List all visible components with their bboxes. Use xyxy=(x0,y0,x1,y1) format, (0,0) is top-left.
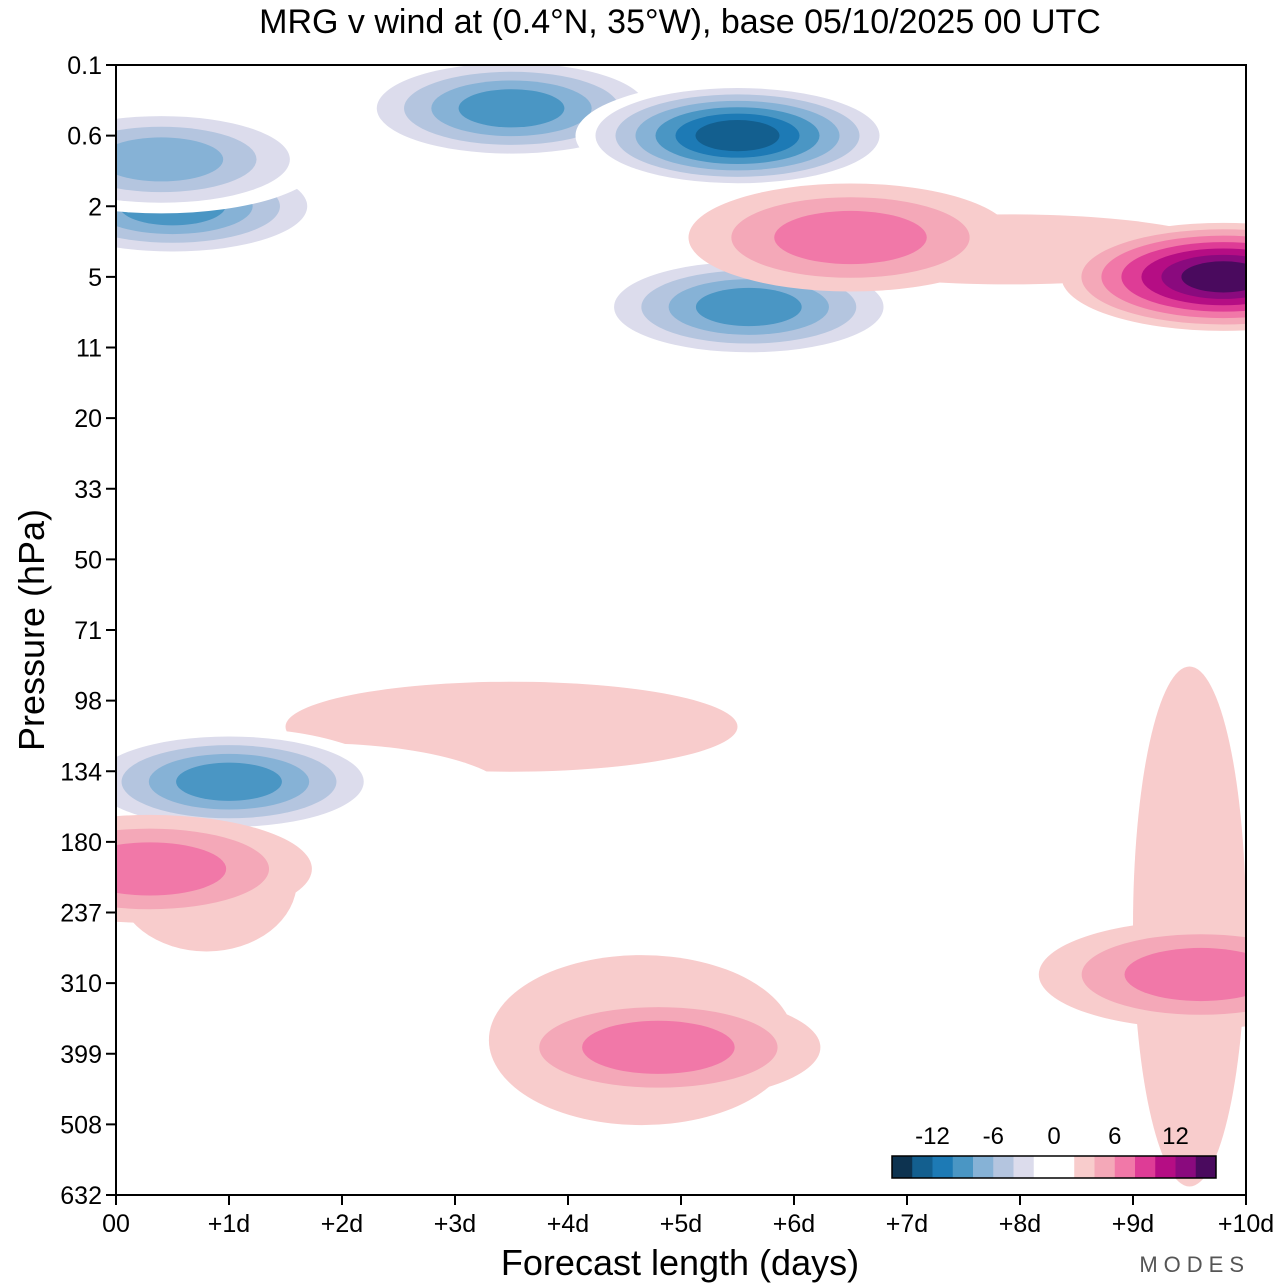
colorbar-label: 12 xyxy=(1162,1123,1189,1150)
colorbar-label: -6 xyxy=(983,1123,1004,1150)
colorbar-swatch xyxy=(1054,1156,1075,1178)
y-tick-label: 310 xyxy=(60,970,102,998)
x-tick-label: +10d xyxy=(1218,1210,1274,1238)
colorbar-swatch xyxy=(932,1156,954,1178)
colorbar-swatch xyxy=(973,1156,994,1178)
colorbar-swatch xyxy=(1155,1156,1176,1178)
y-tick-label: 134 xyxy=(60,758,102,786)
contour-max-9-level-2 xyxy=(582,1020,735,1074)
x-tick-label: +6d xyxy=(773,1210,815,1238)
y-tick-label: 33 xyxy=(74,476,102,504)
contour-max-10-level-2 xyxy=(1124,947,1246,1002)
colorbar-swatch xyxy=(912,1156,933,1178)
y-axis-label: Pressure (hPa) xyxy=(11,509,52,751)
contour-band-3 xyxy=(149,345,625,406)
colorbar: -12 -6 0 6 12 xyxy=(891,1123,1217,1179)
colorbar-swatch xyxy=(952,1156,974,1178)
colorbar-swatch xyxy=(1094,1156,1116,1178)
y-tick-label: 632 xyxy=(60,1182,102,1210)
colorbar-swatch xyxy=(1135,1156,1156,1178)
colorbar-frame xyxy=(891,1155,1217,1179)
x-tick-label: +2d xyxy=(321,1210,363,1238)
y-tick-label: 5 xyxy=(88,264,102,292)
y-tick-label: 20 xyxy=(74,405,102,433)
x-tick-label: +4d xyxy=(547,1210,589,1238)
colorbar-swatch xyxy=(1033,1156,1055,1178)
colorbar-swatch xyxy=(1195,1156,1217,1178)
x-tick-label: +1d xyxy=(208,1210,250,1238)
x-tick-label: 00 xyxy=(102,1210,130,1238)
chart-title: MRG v wind at (0.4°N, 35°W), base 05/10/… xyxy=(259,3,1101,41)
contour-band-6 xyxy=(748,825,1077,1106)
colorbar-swatch xyxy=(1114,1156,1136,1178)
contour-min-7-level-4 xyxy=(176,762,282,801)
colorbar-swatch xyxy=(1074,1156,1095,1178)
x-tick-label: +3d xyxy=(434,1210,476,1238)
colorbar-label: -12 xyxy=(915,1123,950,1150)
contour-min-3-level-6 xyxy=(695,120,780,152)
y-tick-label: 11 xyxy=(76,335,102,363)
contour-min-1-level-3 xyxy=(116,137,224,182)
contour-field xyxy=(116,65,1246,1187)
x-tick-label: +8d xyxy=(999,1210,1041,1238)
contour-min-4-level-4 xyxy=(695,287,802,327)
contour-max-8-level-2 xyxy=(116,842,227,896)
colorbar-label: 6 xyxy=(1108,1123,1121,1150)
y-tick-label: 71 xyxy=(74,617,102,645)
y-tick-label: 180 xyxy=(60,829,102,857)
x-tick-label: +5d xyxy=(660,1210,702,1238)
y-tick-label: 237 xyxy=(60,900,102,928)
contour-min-2-level-4 xyxy=(458,89,565,128)
y-axis: 0.1 0.6 2 5 11 20 33 50 71 98 134 180 237 310 399 508 63… xyxy=(60,52,116,1210)
y-tick-label: 399 xyxy=(60,1041,102,1069)
contour-max-5-level-6 xyxy=(1181,261,1246,293)
y-tick-label: 98 xyxy=(74,688,102,716)
x-tick-label: +9d xyxy=(1112,1210,1154,1238)
colorbar-swatch xyxy=(993,1156,1014,1178)
x-axis: 00 +1d +2d +3d +4d +5d +6d +7d +8d +9d +10d xyxy=(102,1195,1274,1238)
contour-max-6-level-2 xyxy=(774,210,927,265)
y-tick-label: 50 xyxy=(74,546,102,574)
y-tick-label: 2 xyxy=(88,193,102,221)
colorbar-label: 0 xyxy=(1047,1123,1060,1150)
y-tick-label: 508 xyxy=(60,1111,102,1139)
y-tick-label: 0.6 xyxy=(67,123,102,151)
colorbar-swatch xyxy=(1013,1156,1035,1178)
x-tick-label: +7d xyxy=(886,1210,928,1238)
y-tick-label: 0.1 xyxy=(67,52,102,80)
contour-band-8 xyxy=(116,934,399,1175)
colorbar-swatch xyxy=(892,1156,913,1178)
colorbar-swatch xyxy=(1175,1156,1197,1178)
x-axis-label: Forecast length (days) xyxy=(501,1242,859,1283)
modes-logo: MODES xyxy=(1139,1252,1250,1277)
